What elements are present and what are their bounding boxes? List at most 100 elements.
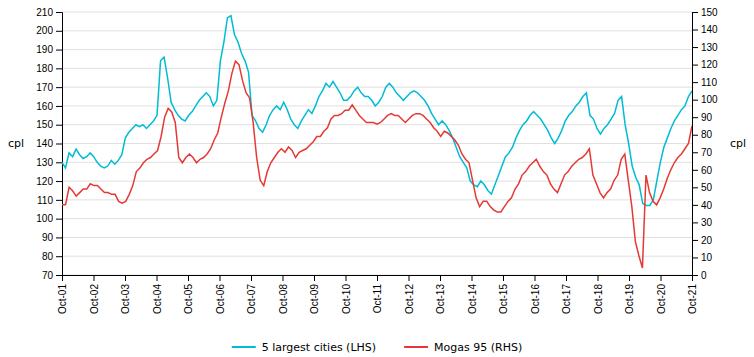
- x-tick-mark: [535, 275, 536, 281]
- x-tick: Oct-18: [593, 275, 604, 314]
- y2-tick: 30: [692, 217, 713, 228]
- x-tick-label: Oct-13: [435, 284, 446, 314]
- legend: 5 largest cities (LHS) Mogas 95 (RHS): [232, 341, 523, 354]
- y-tick-label: 130: [36, 157, 53, 168]
- y-tick-label: 150: [36, 119, 53, 130]
- y2-tick-label: 140: [701, 24, 718, 35]
- x-tick-label: Oct-19: [624, 284, 635, 314]
- y2-tick: 80: [692, 129, 713, 140]
- y-tick: 150: [36, 119, 62, 130]
- y-axis: 7080901001101201301401501601701801902002…: [36, 7, 62, 281]
- y-tick-label: 210: [36, 7, 53, 18]
- y2-tick-mark: [692, 65, 698, 66]
- lines: [62, 16, 692, 268]
- y2-tick-label: 30: [701, 217, 713, 228]
- y2-tick: 110: [692, 77, 717, 88]
- plot: Oct-01Oct-02Oct-03Oct-04Oct-05Oct-06Oct-…: [8, 7, 746, 314]
- y-tick-mark: [56, 275, 62, 276]
- y-tick: 130: [36, 157, 62, 168]
- legend-label: Mogas 95 (RHS): [434, 341, 522, 354]
- x-tick: Oct-12: [404, 275, 415, 314]
- x-tick: Oct-03: [120, 275, 131, 314]
- x-tick-label: Oct-17: [561, 284, 572, 314]
- y2-tick-mark: [692, 222, 698, 223]
- x-tick-label: Oct-10: [341, 284, 352, 314]
- y2-tick-label: 130: [701, 42, 718, 53]
- y-tick: 180: [36, 63, 62, 74]
- x-tick-mark: [251, 275, 252, 281]
- y2-tick-mark: [692, 117, 698, 118]
- x-tick: Oct-09: [309, 275, 320, 314]
- x-tick-label: Oct-09: [309, 284, 320, 314]
- x-tick-mark: [125, 275, 126, 281]
- y-tick-mark: [56, 237, 62, 238]
- x-tick-label: Oct-18: [593, 284, 604, 314]
- x-tick-mark: [409, 275, 410, 281]
- grid-line: [62, 143, 692, 144]
- chart: Oct-01Oct-02Oct-03Oct-04Oct-05Oct-06Oct-…: [0, 0, 754, 357]
- y2-tick-label: 60: [701, 165, 713, 176]
- y2-tick-mark: [692, 187, 698, 188]
- y2-axis: 0102030405060708090100110120130140150: [692, 7, 718, 281]
- y2-axis-line: [693, 13, 699, 276]
- grid-line: [62, 162, 692, 163]
- grid-line: [62, 237, 692, 238]
- x-tick-label: Oct-16: [530, 284, 541, 314]
- x-tick: Oct-14: [467, 275, 478, 314]
- y2-tick: 130: [692, 42, 718, 53]
- y2-tick-label: 80: [701, 129, 713, 140]
- x-tick-label: Oct-03: [120, 284, 131, 314]
- y2-tick-mark: [692, 82, 698, 83]
- x-tick-label: Oct-11: [372, 284, 383, 314]
- x-tick: Oct-15: [498, 275, 509, 314]
- grid-line: [62, 181, 692, 182]
- y-tick-mark: [56, 87, 62, 88]
- y2-tick-mark: [692, 100, 698, 101]
- x-tick: Oct-02: [89, 275, 100, 314]
- y-tick: 170: [36, 82, 62, 93]
- y2-tick-label: 40: [701, 200, 713, 211]
- y-tick: 160: [36, 101, 62, 112]
- y2-tick: 120: [692, 59, 718, 70]
- grid: [62, 12, 692, 275]
- x-tick-label: Oct-05: [183, 284, 194, 314]
- y-tick: 100: [36, 213, 62, 224]
- y2-tick: 20: [692, 235, 713, 246]
- y-tick-label: 90: [42, 232, 54, 243]
- y2-tick: 150: [692, 7, 718, 18]
- legend-swatch: [232, 346, 256, 348]
- y-tick: 190: [36, 44, 62, 55]
- x-axis-line: [63, 276, 693, 282]
- x-tick-mark: [188, 275, 189, 281]
- y2-tick-label: 0: [701, 270, 707, 281]
- x-tick-mark: [314, 275, 315, 281]
- y-tick-mark: [56, 68, 62, 69]
- y-tick-label: 200: [36, 25, 53, 36]
- x-axis: Oct-01Oct-02Oct-03Oct-04Oct-05Oct-06Oct-…: [57, 275, 698, 314]
- y2-axis-label: cpl: [730, 137, 746, 150]
- x-tick-label: Oct-14: [467, 284, 478, 314]
- x-tick-label: Oct-20: [656, 284, 667, 314]
- x-tick-label: Oct-12: [404, 284, 415, 314]
- x-tick-mark: [346, 275, 347, 281]
- x-tick-label: Oct-01: [57, 284, 68, 314]
- y2-tick-label: 70: [701, 147, 713, 158]
- legend-item: 5 largest cities (LHS): [232, 341, 376, 354]
- legend-swatch: [404, 346, 428, 348]
- y-tick: 140: [36, 138, 62, 149]
- y-tick-label: 160: [36, 101, 53, 112]
- x-tick-mark: [220, 275, 221, 281]
- grid-line: [62, 68, 692, 69]
- y-tick: 110: [37, 195, 62, 206]
- y-tick-mark: [56, 31, 62, 32]
- y-tick-label: 180: [36, 63, 53, 74]
- grid-line: [62, 105, 692, 106]
- x-tick-mark: [661, 275, 662, 281]
- grid-line: [62, 12, 692, 13]
- y2-tick-label: 20: [701, 235, 713, 246]
- y2-tick-mark: [692, 135, 698, 136]
- y-tick: 200: [36, 25, 62, 36]
- y2-tick-label: 50: [701, 182, 713, 193]
- y2-tick: 90: [692, 112, 713, 123]
- y-tick-mark: [56, 12, 62, 13]
